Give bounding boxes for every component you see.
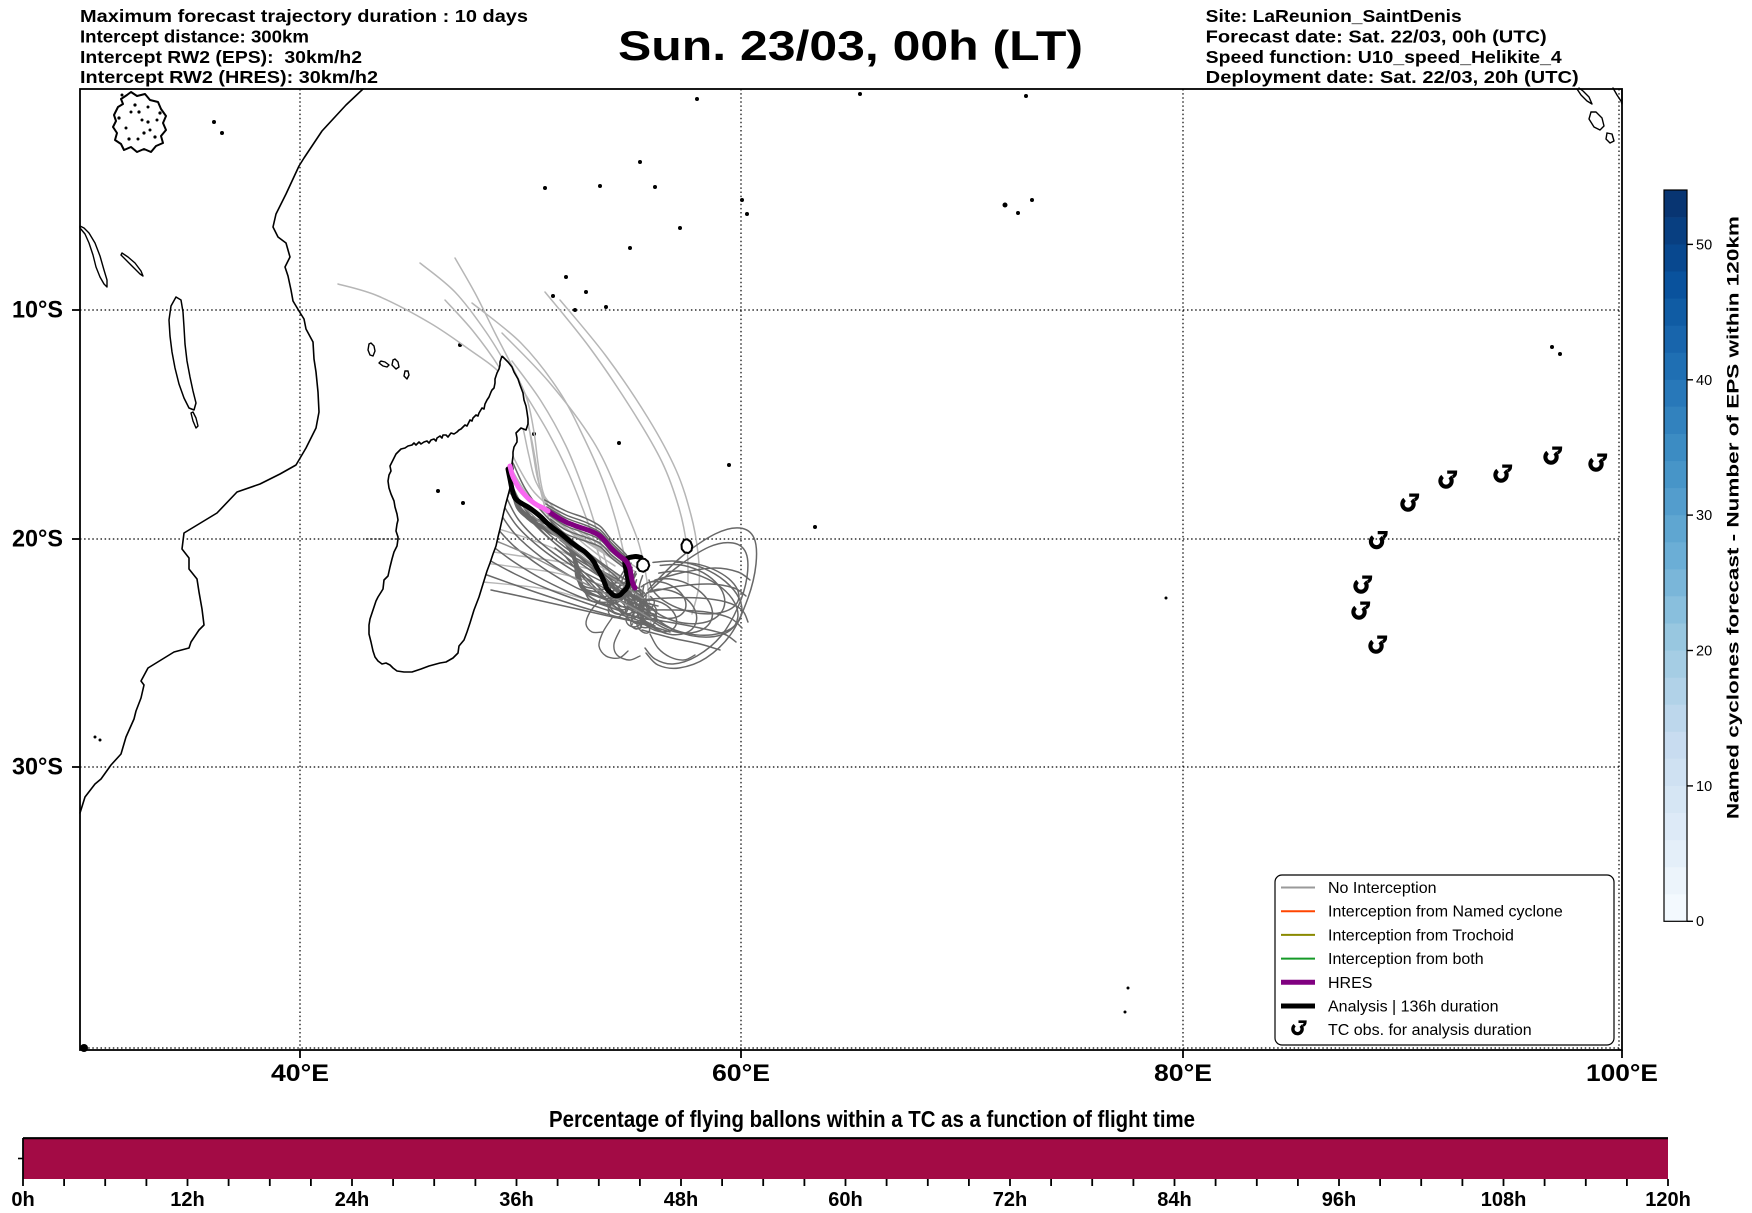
svg-text:120h: 120h xyxy=(1645,1189,1691,1211)
svg-text:60°E: 60°E xyxy=(712,1060,770,1087)
svg-text:100°E: 100°E xyxy=(1586,1060,1658,1087)
svg-text:20°S: 20°S xyxy=(12,525,63,552)
svg-text:No Interception: No Interception xyxy=(1328,880,1437,897)
svg-text:12h: 12h xyxy=(170,1189,204,1211)
svg-text:Interception from both: Interception from both xyxy=(1328,951,1484,968)
svg-text:48h: 48h xyxy=(664,1189,698,1211)
svg-text:Intercept distance: 300km: Intercept distance: 300km xyxy=(80,26,309,46)
svg-text:30°S: 30°S xyxy=(12,753,63,780)
svg-text:80°E: 80°E xyxy=(1154,1060,1212,1087)
svg-text:Percentage of flying ballons w: Percentage of flying ballons within a TC… xyxy=(549,1106,1195,1132)
svg-text:0: 0 xyxy=(1696,914,1704,930)
svg-text:20: 20 xyxy=(1696,644,1712,660)
svg-text:Sun. 23/03, 00h (LT): Sun. 23/03, 00h (LT) xyxy=(618,22,1083,69)
svg-text:40: 40 xyxy=(1696,373,1712,389)
svg-text:108h: 108h xyxy=(1481,1189,1527,1211)
svg-text:Intercept RW2 (EPS): 30km/h2: Intercept RW2 (EPS): 30km/h2 xyxy=(80,47,362,67)
svg-text:40°E: 40°E xyxy=(271,1060,329,1087)
svg-text:50: 50 xyxy=(1696,238,1712,254)
svg-text:96h: 96h xyxy=(1322,1189,1356,1211)
svg-text:Site: LaReunion_SaintDenis: Site: LaReunion_SaintDenis xyxy=(1206,6,1462,26)
svg-text:Interception from Trochoid: Interception from Trochoid xyxy=(1328,927,1514,944)
svg-text:84h: 84h xyxy=(1157,1189,1191,1211)
svg-text:Forecast date: Sat. 22/03, 00h: Forecast date: Sat. 22/03, 00h (UTC) xyxy=(1206,26,1547,46)
svg-text:10°S: 10°S xyxy=(12,296,63,323)
svg-text:Deployment date: Sat. 22/03, 2: Deployment date: Sat. 22/03, 20h (UTC) xyxy=(1206,67,1579,87)
svg-text:Speed function: U10_speed_Heli: Speed function: U10_speed_Helikite_4 xyxy=(1206,47,1562,67)
svg-text:24h: 24h xyxy=(335,1189,369,1211)
svg-text:30: 30 xyxy=(1696,508,1712,524)
svg-text:36h: 36h xyxy=(499,1189,533,1211)
svg-text:TC obs. for analysis duration: TC obs. for analysis duration xyxy=(1328,1022,1532,1039)
svg-text:Analysis | 136h duration: Analysis | 136h duration xyxy=(1328,999,1498,1016)
svg-text:Named cyclones forecast - Numb: Named cyclones forecast - Number of EPS … xyxy=(1724,216,1743,819)
svg-text:0h: 0h xyxy=(11,1189,34,1211)
svg-text:Interception from Named cyclon: Interception from Named cyclone xyxy=(1328,904,1563,921)
svg-text:Intercept RW2 (HRES): 30km/h2: Intercept RW2 (HRES): 30km/h2 xyxy=(80,67,378,87)
svg-text:10: 10 xyxy=(1696,779,1712,795)
svg-text:HRES: HRES xyxy=(1328,975,1372,992)
svg-text:Maximum forecast trajectory du: Maximum forecast trajectory duration : 1… xyxy=(80,6,528,26)
svg-text:72h: 72h xyxy=(993,1189,1027,1211)
svg-text:60h: 60h xyxy=(828,1189,862,1211)
